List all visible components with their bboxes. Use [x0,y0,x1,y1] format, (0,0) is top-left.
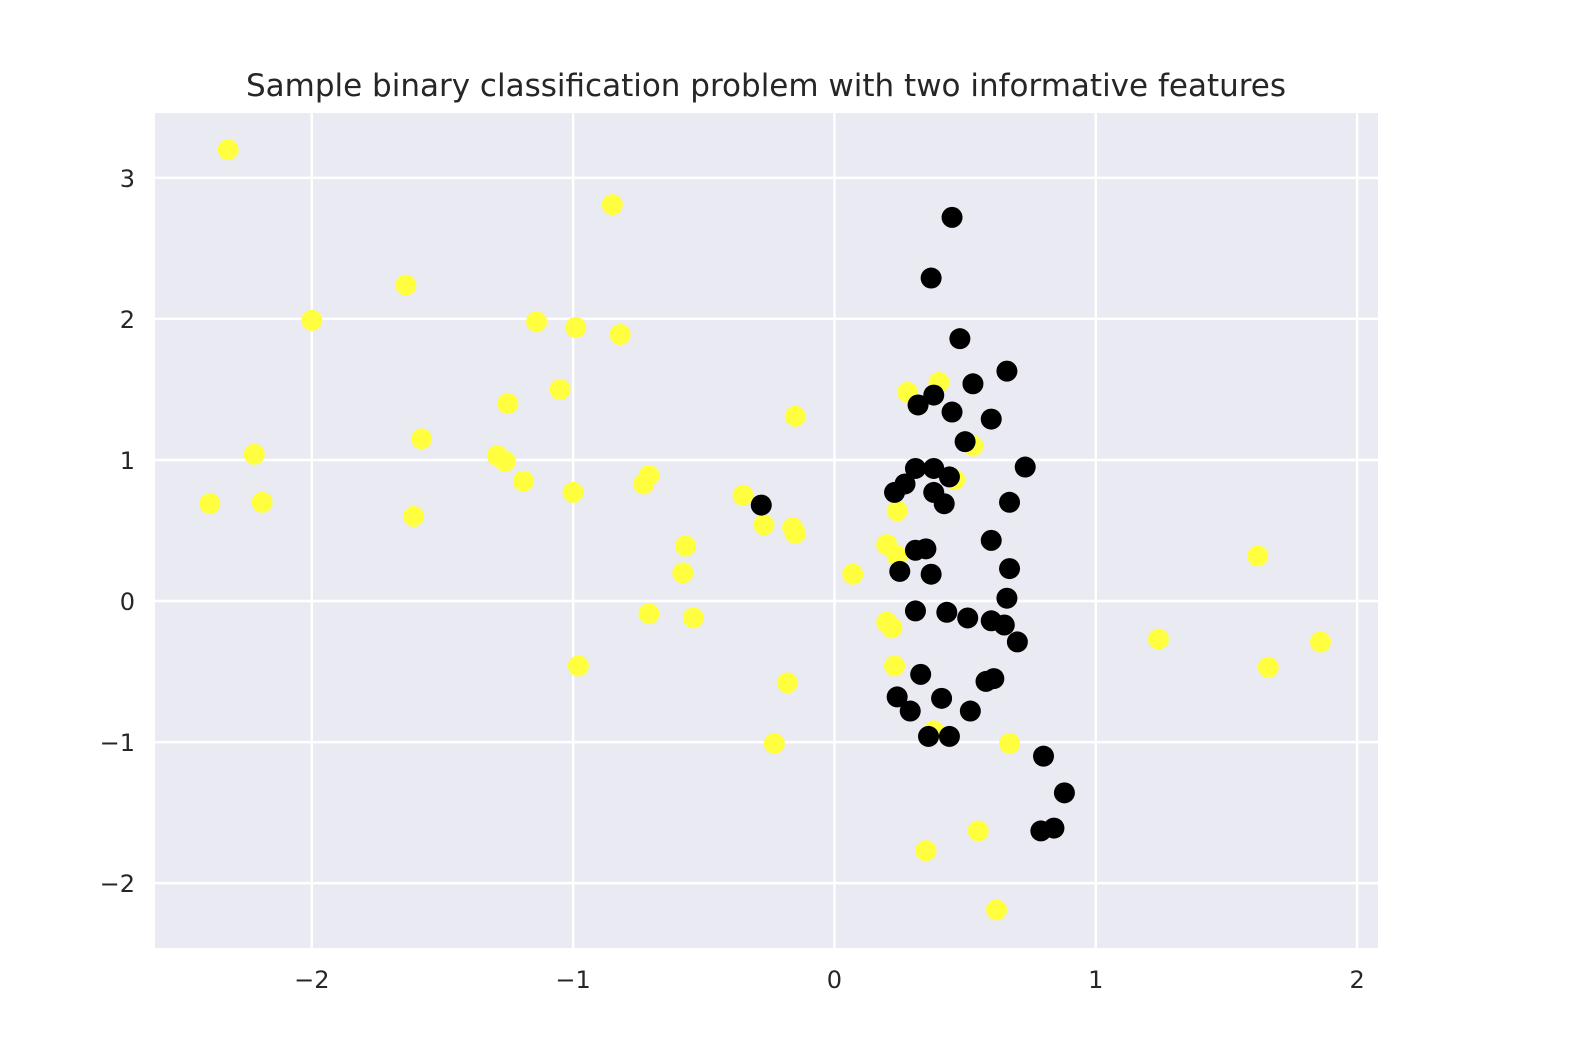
data-point-series-2 [999,491,1021,513]
data-point-series-2 [1033,745,1055,767]
data-point-series-1 [638,603,660,625]
x-tick-label: −2 [294,966,329,994]
data-point-series-2 [886,686,908,708]
x-tick-label: 2 [1349,966,1364,994]
data-point-series-1 [886,500,908,522]
data-point-series-2 [904,457,926,479]
data-point-series-2 [923,457,945,479]
data-point-series-2 [931,687,953,709]
grid-lines [155,113,1378,948]
data-point-series-2 [996,360,1018,382]
data-point-series-1 [494,450,516,472]
data-point-series-2 [938,466,960,488]
data-point-series-1 [526,311,548,333]
data-point-series-1 [763,732,785,754]
data-point-series-1 [601,194,623,216]
data-point-series-2 [996,587,1018,609]
data-point-series-2 [889,560,911,582]
y-tick-label: −2 [100,870,135,898]
data-point-series-2 [1014,456,1036,478]
data-point-series-1 [217,139,239,161]
data-point-series-1 [633,473,655,495]
data-point-series-1 [411,428,433,450]
data-point-series-2 [999,558,1021,580]
data-point-series-2 [907,394,929,416]
data-point-series-2 [920,267,942,289]
data-point-series-1 [884,655,906,677]
data-point-series-1 [497,393,519,415]
data-point-series-1 [565,316,587,338]
data-point-series-2 [941,401,963,423]
data-point-series-1 [985,899,1007,921]
x-tick-label: −1 [555,966,590,994]
x-tick-label: 1 [1088,966,1103,994]
data-point-series-1 [753,514,775,536]
data-point-series-1 [1147,628,1169,650]
data-point-series-1 [403,505,425,527]
y-tick-label: −1 [100,729,135,757]
data-point-series-2 [962,373,984,395]
data-point-series-1 [784,405,806,427]
data-point-series-2 [993,614,1015,636]
data-point-series-1 [512,470,534,492]
data-point-series-1 [672,562,694,584]
data-point-series-1 [784,522,806,544]
data-point-series-2 [941,206,963,228]
x-axis-ticks: −2 −1 0 1 2 [294,966,1365,994]
data-point-series-2 [750,494,772,516]
data-point-series-1 [732,484,754,506]
data-point-series-1 [674,535,696,557]
data-point-series-2 [959,700,981,722]
data-point-series-1 [1247,545,1269,567]
data-point-series-2 [904,600,926,622]
data-point-series-1 [776,672,798,694]
data-point-series-1 [1310,631,1332,653]
y-tick-label: 2 [120,306,135,334]
data-point-series-1 [967,820,989,842]
data-point-series-1 [199,493,221,515]
y-axis-ticks: −2 −1 0 1 2 3 [100,165,135,898]
data-point-series-2 [923,384,945,406]
data-point-series-2 [918,725,940,747]
y-tick-label: 3 [120,165,135,193]
data-point-series-1 [999,732,1021,754]
data-point-series-1 [842,563,864,585]
data-point-series-2 [980,529,1002,551]
data-point-series-2 [884,481,906,503]
data-point-series-2 [1053,782,1075,804]
data-point-series-1 [609,323,631,345]
data-point-series-2 [933,493,955,515]
data-point-series-2 [938,725,960,747]
x-tick-label: 0 [827,966,842,994]
data-point-series-1 [1257,656,1279,678]
data-point-series-1 [562,481,584,503]
data-point-series-1 [301,309,323,331]
data-point-series-2 [899,700,921,722]
data-point-series-1 [243,443,265,465]
data-point-series-2 [957,607,979,629]
data-point-series-2 [1006,631,1028,653]
data-point-series-2 [920,563,942,585]
chart-title: Sample binary classification problem wit… [246,68,1286,104]
data-point-series-2 [949,328,971,350]
data-point-series-2 [936,601,958,623]
data-point-series-2 [954,431,976,453]
data-point-series-2 [1030,820,1052,842]
data-point-series-1 [886,545,908,567]
data-point-series-1 [549,378,571,400]
data-point-series-1 [881,617,903,639]
data-point-series-1 [682,607,704,629]
data-point-series-1 [395,274,417,296]
data-point-series-2 [980,408,1002,430]
y-tick-label: 1 [120,447,135,475]
data-point-series-2 [910,663,932,685]
data-point-series-2 [975,670,997,692]
data-point-series-2 [915,538,937,560]
data-point-series-1 [915,840,937,862]
y-tick-label: 0 [120,588,135,616]
data-point-series-1 [251,491,273,513]
data-point-series-1 [567,655,589,677]
data-points [199,139,1332,921]
